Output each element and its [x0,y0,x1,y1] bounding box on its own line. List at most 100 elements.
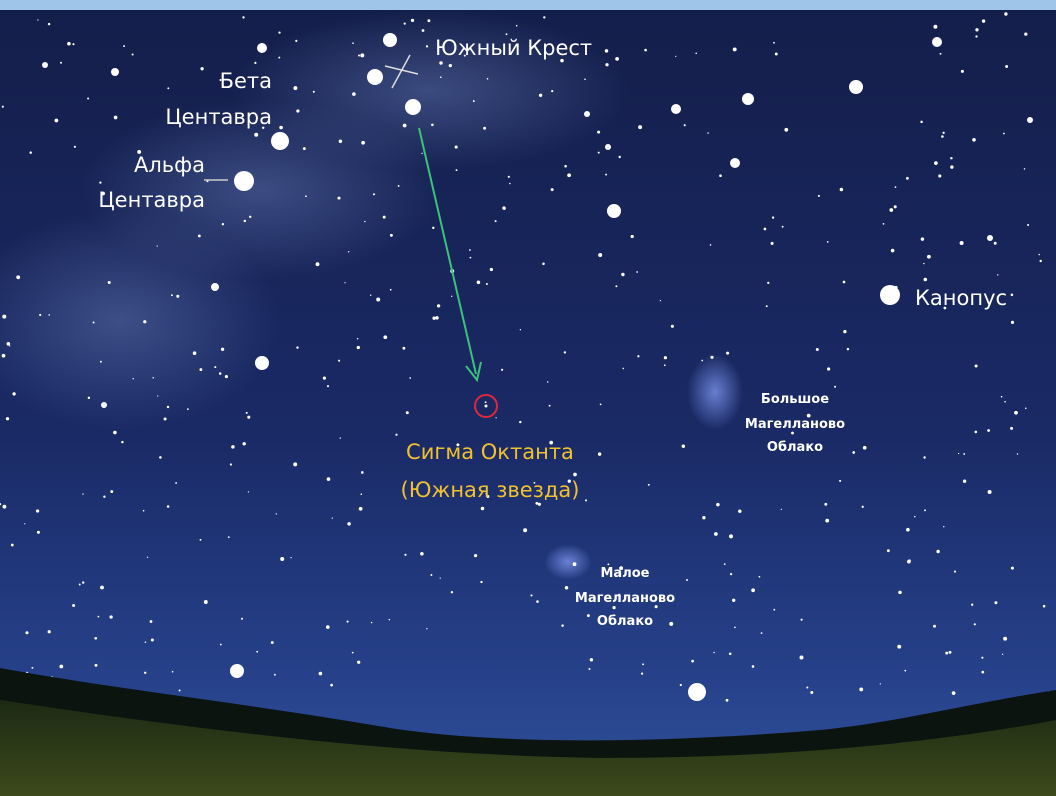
star [436,304,441,308]
star [950,165,954,169]
star [456,443,460,447]
star [94,636,98,640]
star [60,61,62,64]
star [72,43,75,46]
star [331,517,333,519]
star [270,641,274,644]
target-circle [474,394,498,418]
star [542,262,545,266]
star [839,187,844,192]
star [987,235,993,241]
star [254,61,257,64]
star [248,215,252,219]
star [675,55,677,58]
star [370,621,373,624]
star [39,313,42,317]
star [791,431,794,435]
star [218,372,222,375]
star [784,127,789,132]
star [383,33,397,47]
star [495,417,497,419]
star [942,131,945,134]
label: Бета [220,69,272,93]
star [530,594,533,597]
star [356,345,360,350]
star [224,375,228,379]
star [563,351,567,354]
star [271,132,289,150]
star [898,590,902,595]
star [637,355,640,358]
star [834,385,837,388]
star [959,241,964,245]
star [312,90,315,93]
star [231,445,235,449]
star [894,186,897,188]
star [564,164,567,168]
star [1010,320,1015,324]
star [484,401,487,404]
star [376,297,381,302]
star [143,320,147,324]
star [397,184,400,187]
star [589,658,594,662]
star [941,135,944,138]
star [654,605,658,609]
star [973,623,976,626]
star [730,158,740,168]
star [132,378,134,380]
milky-way [0,10,630,430]
star [604,49,609,53]
star [220,347,225,351]
star [48,314,51,316]
star [31,666,34,669]
star [825,518,830,523]
star [431,123,434,127]
star [993,241,997,245]
star [842,280,846,284]
star [156,245,158,247]
star [932,37,942,47]
star [273,673,276,676]
star [663,364,666,367]
star [882,223,885,225]
label: Канопус [915,286,1007,310]
star [166,505,170,508]
label: Малое [601,566,650,581]
star [483,126,487,130]
star [774,52,778,56]
star [163,417,167,421]
star [427,19,431,23]
star [12,392,16,396]
star [200,67,204,71]
field [0,700,1056,796]
large-cloud-glow [687,354,743,430]
star [219,643,222,646]
star [346,620,349,623]
star [247,415,251,419]
star [862,445,867,450]
star [97,615,100,618]
star [472,100,475,103]
star [572,562,577,567]
star [1004,12,1008,16]
star [2,314,7,319]
star [560,58,564,63]
star [245,411,248,414]
star [615,57,619,61]
star [455,169,458,172]
star [839,479,842,482]
star [99,181,102,184]
star [142,509,145,512]
star [2,504,7,509]
star [357,54,361,57]
star [430,574,433,576]
star [344,282,346,284]
star [938,174,942,178]
star [325,625,330,629]
star [1005,65,1009,68]
star [221,223,225,226]
star [1,353,6,358]
star [994,601,998,605]
